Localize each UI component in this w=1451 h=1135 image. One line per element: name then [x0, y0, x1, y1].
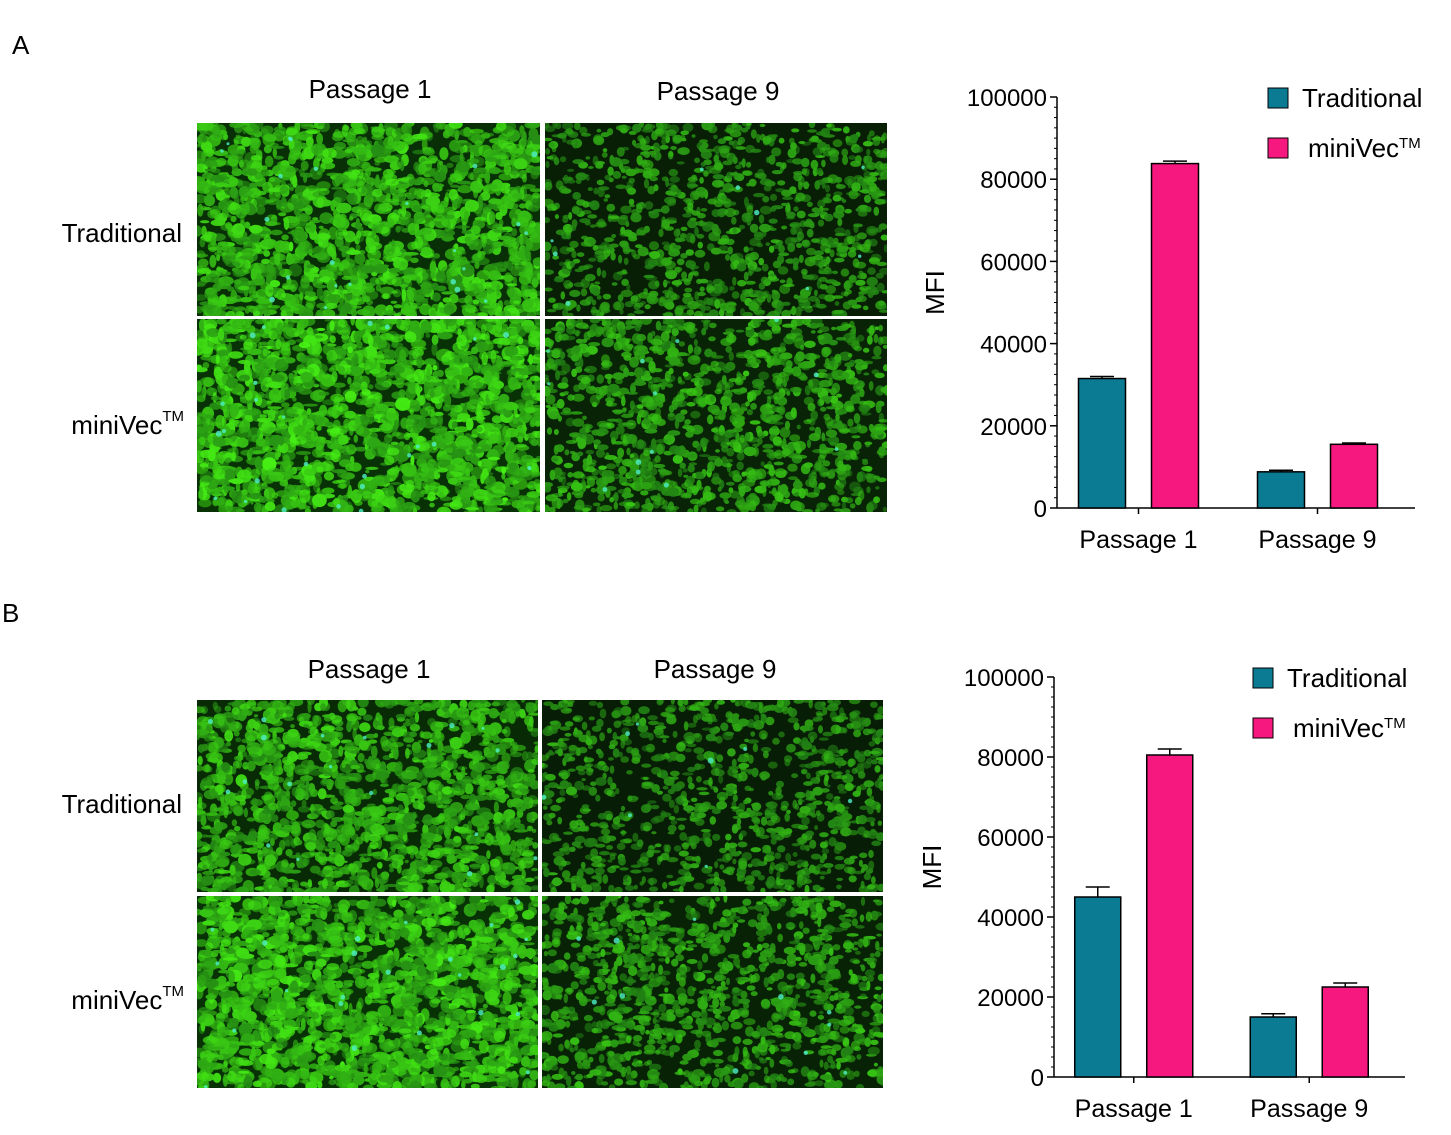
micrograph-minivec-passage-1 [197, 319, 540, 512]
legend-label-traditional: Traditional [1287, 663, 1407, 693]
y-tick-label: 40000 [977, 905, 1044, 932]
column-label-passage-1: Passage 1 [200, 74, 540, 105]
panel-b-letter: B [2, 598, 19, 629]
micrograph-b-minivec-p9 [542, 896, 883, 1088]
legend-label-minivec: miniVecTM [1308, 133, 1421, 163]
legend-swatch-traditional [1268, 88, 1288, 108]
legend-label-minivec: miniVecTM [1293, 713, 1406, 743]
micrograph-b-traditional-p1 [197, 700, 538, 892]
bar-traditional-1 [1258, 472, 1305, 508]
legend-swatch-minivec [1253, 718, 1273, 738]
y-tick-label: 0 [1034, 496, 1047, 523]
y-tick-label: 20000 [977, 985, 1044, 1012]
micrograph-b-traditional-p9 [542, 700, 883, 892]
micrograph-traditional-passage-9 [542, 700, 883, 892]
y-tick-label: 20000 [980, 414, 1047, 441]
micrograph-a-traditional-p1 [197, 123, 540, 316]
micrograph-traditional-passage-1 [197, 123, 540, 316]
micrograph-a-traditional-p9 [545, 123, 887, 316]
legend-swatch-traditional [1253, 668, 1273, 688]
y-tick-label: 80000 [980, 167, 1047, 194]
column-label-passage-9: Passage 9 [545, 654, 885, 685]
bar-minivec-0 [1147, 755, 1193, 1077]
bar-chart-b: 0 20000 40000 60000 80000 100000 MFI Passage 1 P… [915, 650, 1435, 1130]
y-tick-label: 100000 [967, 85, 1047, 112]
y-axis-title: MFI [917, 845, 947, 890]
micrograph-a-minivec-p1 [197, 319, 540, 512]
micrograph-minivec-passage-1 [197, 896, 538, 1088]
x-tick-label: Passage 1 [1075, 1095, 1193, 1123]
micrograph-traditional-passage-9 [545, 123, 887, 316]
bar-traditional-0 [1075, 897, 1121, 1077]
legend-swatch-minivec [1268, 138, 1288, 158]
micrograph-b-minivec-p1 [197, 896, 538, 1088]
legend-label-traditional: Traditional [1302, 83, 1422, 113]
y-tick-label: 80000 [977, 745, 1044, 772]
y-tick-label: 40000 [980, 332, 1047, 359]
micrograph-traditional-passage-1 [197, 700, 538, 892]
row-label-minivec: miniVecTM [4, 410, 184, 441]
bar-traditional-0 [1079, 379, 1126, 508]
micrograph-minivec-passage-9 [542, 896, 883, 1088]
y-tick-label: 60000 [977, 825, 1044, 852]
x-tick-label: Passage 9 [1258, 526, 1376, 554]
bar-minivec-0 [1152, 164, 1199, 508]
micrograph-a-minivec-p9 [545, 319, 887, 512]
y-tick-label: 0 [1031, 1065, 1044, 1092]
row-label-minivec: miniVecTM [4, 985, 184, 1016]
column-label-passage-9: Passage 9 [548, 76, 888, 107]
bar-traditional-1 [1250, 1017, 1296, 1077]
bar-minivec-1 [1331, 444, 1378, 508]
y-tick-label: 100000 [964, 665, 1044, 692]
panel-a-letter: A [12, 30, 29, 61]
row-label-traditional: Traditional [2, 789, 182, 820]
bar-chart-a: 0 20000 40000 60000 80000 100000 MFI Passage 1 P… [920, 70, 1440, 570]
micrograph-minivec-passage-9 [545, 319, 887, 512]
x-tick-label: Passage 1 [1079, 526, 1197, 554]
y-tick-label: 60000 [980, 249, 1047, 276]
x-tick-label: Passage 9 [1250, 1095, 1368, 1123]
row-label-traditional: Traditional [2, 218, 182, 249]
bar-minivec-1 [1322, 987, 1368, 1077]
y-axis-title: MFI [920, 270, 950, 315]
column-label-passage-1: Passage 1 [199, 654, 539, 685]
